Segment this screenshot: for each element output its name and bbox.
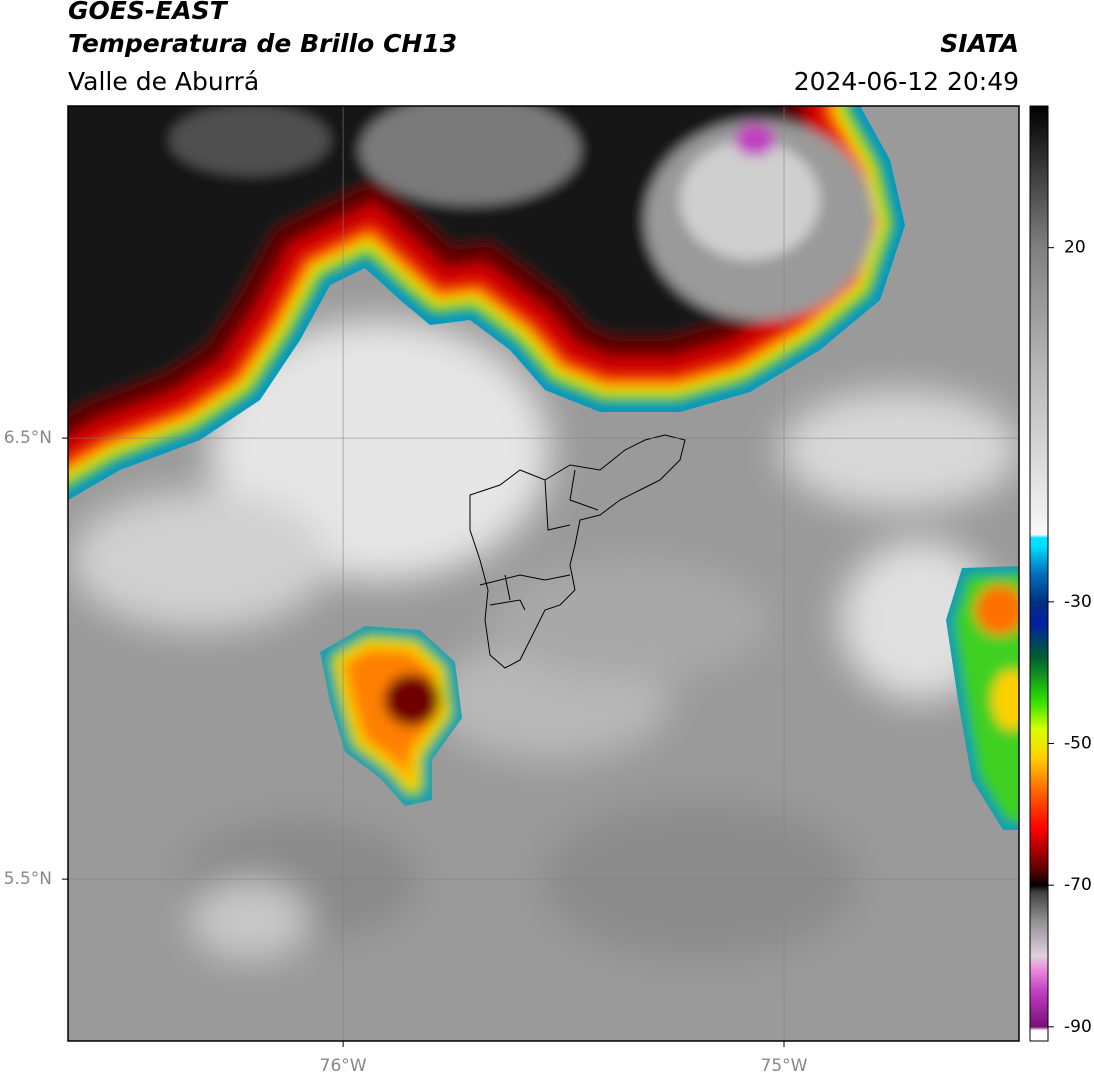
y-tick-label: 6.5°N	[4, 428, 52, 448]
colorbar-tick-label: -30	[1064, 592, 1092, 612]
title: GOES-EAST	[68, 0, 229, 25]
colorbar	[1029, 105, 1049, 1042]
colorbar-tick-label: -90	[1064, 1017, 1092, 1037]
colorbar-tick-label: -70	[1064, 875, 1092, 895]
x-tick-label: 75°W	[761, 1056, 808, 1076]
map-frame	[67, 105, 1020, 1042]
colorbar-tick-label: 20	[1064, 238, 1086, 258]
timestamp: 2024-06-12 20:49	[794, 67, 1019, 96]
municipal-boundaries	[469, 434, 686, 669]
x-tick-label: 76°W	[320, 1056, 367, 1076]
colorbar-tick-label: -50	[1064, 734, 1092, 754]
subtitle: Temperatura de Brillo CH13	[68, 29, 457, 58]
y-tick-label: 5.5°N	[4, 869, 52, 889]
map-imagery	[68, 106, 1019, 1041]
source: SIATA	[940, 29, 1019, 58]
region: Valle de Aburrá	[68, 67, 259, 96]
